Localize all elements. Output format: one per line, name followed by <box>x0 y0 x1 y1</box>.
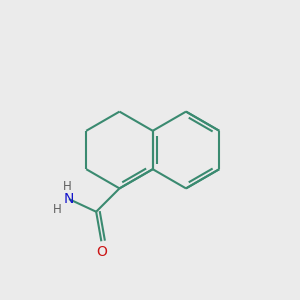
Text: H: H <box>53 203 62 216</box>
Text: N: N <box>64 192 74 206</box>
Text: H: H <box>63 180 72 193</box>
Text: O: O <box>96 245 107 259</box>
